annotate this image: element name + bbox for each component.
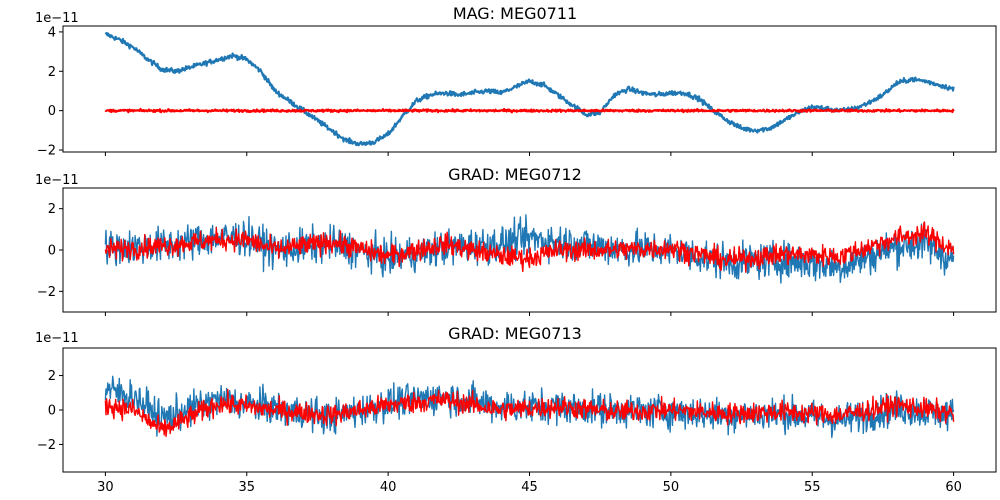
x-tick-label: 55 [804,480,821,495]
plot-area: −2 0 2 30 35 40 45 50 55 60 [37,347,997,495]
y-tick-label: 0 [48,404,56,419]
y-tick-label: 4 [48,25,56,40]
x-tick-label: 45 [521,480,538,495]
axes-frame [62,25,997,153]
y-tick-label: −2 [37,144,56,159]
plot-area: −2 0 2 4 [37,25,997,159]
x-tick-label: 40 [380,480,397,495]
x-tick-label: 35 [238,480,255,495]
y-offset-text: 1e−11 [35,173,79,188]
series-line-red [104,107,955,114]
x-tick-label: 60 [945,480,962,495]
panel-title: GRAD: MEG0712 [448,165,582,184]
panel-title: MAG: MEG0711 [453,4,577,23]
y-offset-text: 1e−11 [35,11,79,26]
y-offset-text: 1e−11 [35,331,79,346]
y-tick-label: −2 [37,285,56,300]
y-tick-label: 0 [48,244,56,259]
panel-grad-meg0712: GRAD: MEG0712 1e−11 −2 0 2 [35,165,997,316]
series-line-red [104,388,955,438]
series-line-blue [104,31,955,147]
y-tick-label: 2 [48,202,56,217]
y-tick-label: −2 [37,438,56,453]
y-tick-label: 2 [48,65,56,80]
y-tick-label: 0 [48,104,56,119]
panel-grad-meg0713: GRAD: MEG0713 1e−11 −2 0 2 30 35 40 45 50 55 60 [35,324,997,495]
x-tick-label: 30 [97,480,114,495]
series-line-red [104,221,955,273]
x-tick-label: 50 [663,480,680,495]
panel-mag-meg0711: MAG: MEG0711 1e−11 −2 0 2 4 [35,4,997,159]
plot-area: −2 0 2 [37,187,997,316]
panel-title: GRAD: MEG0713 [448,324,582,343]
y-tick-label: 2 [48,369,56,384]
